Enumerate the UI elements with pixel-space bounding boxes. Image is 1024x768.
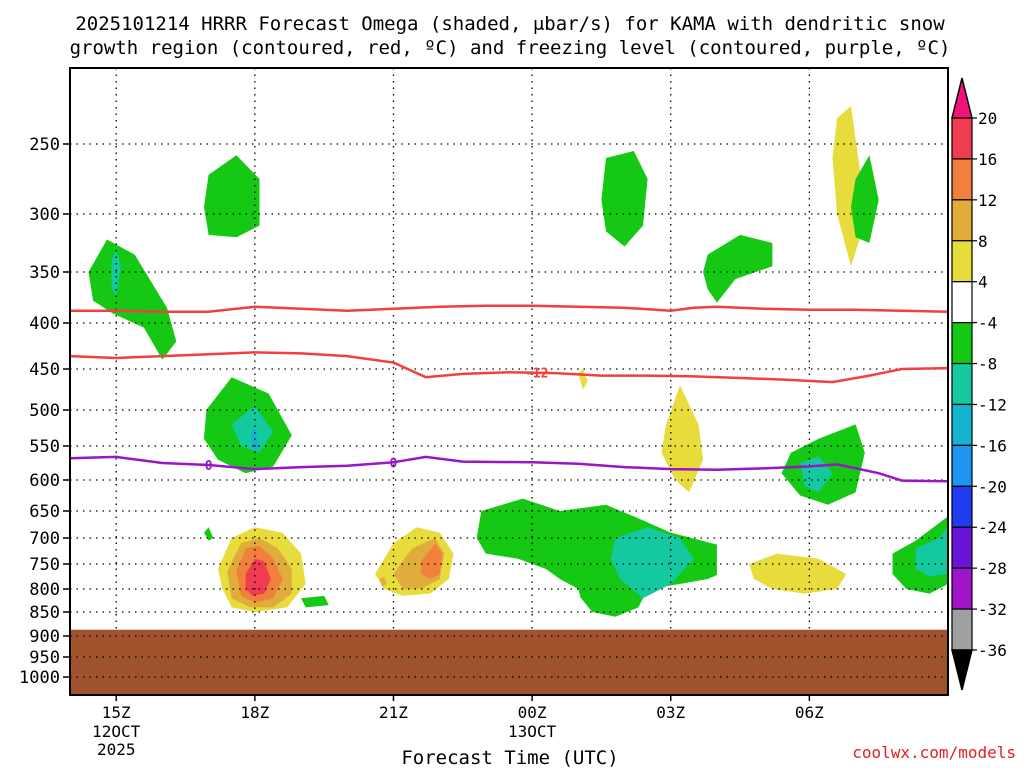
omega-region-2: [753, 68, 898, 318]
snow-growth-upper-contour: [70, 304, 948, 314]
temperature-contours: -12 0 0: [70, 304, 948, 483]
colorbar-bin-5: [951, 322, 973, 365]
colorbar-label-11: -28: [978, 559, 1007, 578]
colorbar-label-1: 16: [978, 150, 997, 169]
y-tick-label-550: 550: [29, 437, 60, 457]
omega-region-7: [703, 234, 773, 303]
omega-region-29: [245, 558, 271, 596]
y-tick-label-850: 850: [29, 603, 60, 623]
x-axis-label: Forecast Time (UTC): [401, 747, 618, 768]
x-tick-label-06Z: 06Z: [795, 703, 824, 722]
omega-region-4: [204, 155, 260, 238]
colorbar-bin-6: [951, 362, 973, 406]
colorbar-label-4: 4: [978, 273, 988, 292]
y-tick-label-300: 300: [29, 205, 60, 225]
freezing-level-contour: [70, 455, 948, 483]
omega-region-36: [379, 576, 387, 587]
x-tick-label-00Z: 00Z: [518, 703, 547, 722]
omega-region-21: [892, 483, 911, 511]
x-tick-label-21Z: 21Z: [379, 703, 408, 722]
omega-region-16: [541, 336, 616, 425]
omega-region-35: [421, 543, 442, 579]
colorbar-label-3: 8: [978, 232, 988, 251]
colorbar-legend: 20 16 12 8 4 -4 -8 -12 -16 -20 -24 -28 -32 -36: [951, 77, 1007, 691]
x-tick-date-00Z: 13OCT: [508, 722, 557, 741]
colorbar-label-10: -24: [978, 518, 1007, 537]
omega-region-0: [143, 68, 177, 172]
omega-region-9: [111, 248, 121, 298]
colorbar-bin-9: [951, 485, 973, 528]
colorbar-bin-12: [951, 608, 973, 651]
y-tick-label-750: 750: [29, 555, 60, 575]
omega-region-11: [88, 574, 121, 617]
colorbar-bin-11: [951, 567, 973, 610]
chart-title-line-1: 2025101214 HRRR Forecast Omega (shaded, …: [75, 13, 945, 35]
y-tick-label-650: 650: [29, 502, 60, 522]
y-tick-label-600: 600: [29, 471, 60, 491]
ground-below-surface: [70, 629, 948, 695]
omega-region-44: [915, 527, 948, 577]
colorbar-bin-2: [951, 199, 973, 242]
colorbar-bottom-arrow: [951, 649, 973, 691]
omega-region-5: [601, 151, 648, 247]
omega-region-1: [421, 68, 449, 122]
y-tick-label-450: 450: [29, 360, 60, 380]
x-tick-date-15Z: 12OCT: [92, 722, 141, 741]
omega-region-19: [661, 385, 704, 493]
omega-region-15: [416, 377, 431, 421]
colorbar-label-8: -16: [978, 436, 1007, 455]
plot-area: -12 0 0: [70, 68, 948, 695]
x-tick-label-03Z: 03Z: [656, 703, 685, 722]
freezing-level-label-1: 0: [205, 459, 213, 474]
plot-frame: [69, 67, 949, 696]
colorbar-label-0: 20: [978, 109, 997, 128]
snow-growth-lower-contour: [70, 351, 948, 384]
y-tick-label-350: 350: [29, 263, 60, 283]
colorbar-bin-3: [951, 240, 973, 283]
x-tick-label-18Z: 18Z: [240, 703, 269, 722]
colorbar-label-12: -32: [978, 600, 1007, 619]
omega-region-37: [476, 498, 731, 617]
chart-title-line-2: growth region (contoured, red, ºC) and f…: [70, 37, 951, 59]
omega-region-41: [749, 553, 847, 594]
y-tick-label-1000: 1000: [19, 668, 60, 688]
omega-region-10: [93, 381, 204, 617]
omega-region-13: [231, 405, 274, 453]
colorbar-label-13: -36: [978, 641, 1007, 660]
freezing-level-label-2: 0: [390, 456, 398, 471]
colorbar-bin-7: [951, 403, 973, 446]
colorbar-bin-4: [951, 281, 973, 324]
colorbar-bin-1: [951, 158, 973, 201]
y-tick-label-800: 800: [29, 580, 60, 600]
omega-region-8: [88, 239, 177, 360]
colorbar-bin-0: [951, 117, 973, 160]
omega-region-6: [851, 155, 879, 243]
colorbar-bin-8: [951, 444, 973, 487]
y-tick-label-950: 950: [29, 648, 60, 668]
colorbar-label-9: -20: [978, 477, 1007, 496]
colorbar-bin-10: [951, 526, 973, 569]
y-axis-pressure: 250 300 350 400 450 500 550 600 650 700 750 800 850 9…: [19, 135, 70, 688]
omega-region-3: [832, 106, 861, 267]
credit-text: coolwx.com/models: [852, 743, 1016, 762]
omega-region-14: [250, 428, 260, 453]
colorbar-label-7: -12: [978, 395, 1007, 414]
omega-region-24: [204, 527, 214, 541]
x-tick-label-15Z: 15Z: [102, 703, 131, 722]
y-tick-label-500: 500: [29, 401, 60, 421]
x-tick-year-15Z: 2025: [97, 740, 136, 759]
omega-region-30: [301, 595, 329, 608]
omega-region-20: [897, 341, 948, 467]
snow-growth-contour-label: -12: [525, 366, 548, 381]
colorbar-label-6: -8: [978, 355, 997, 374]
colorbar-label-5: -4: [978, 314, 997, 333]
y-tick-label-400: 400: [29, 314, 60, 334]
y-tick-label-250: 250: [29, 135, 60, 155]
colorbar-label-2: 12: [978, 191, 997, 210]
omega-region-38: [610, 527, 694, 599]
y-tick-label-700: 700: [29, 529, 60, 549]
y-tick-label-900: 900: [29, 627, 60, 647]
